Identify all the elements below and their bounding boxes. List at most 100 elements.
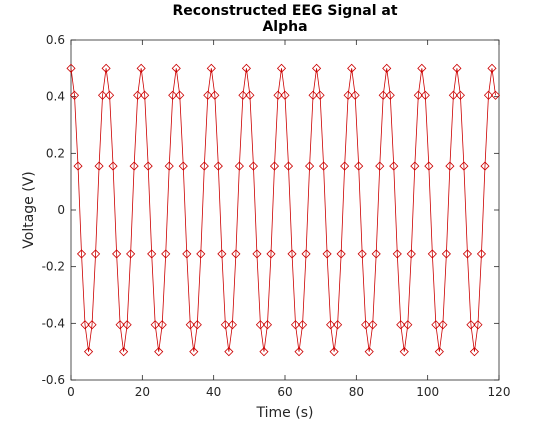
marker xyxy=(410,161,420,171)
marker xyxy=(326,320,336,330)
marker xyxy=(238,90,248,100)
marker xyxy=(350,90,360,100)
marker xyxy=(378,90,388,100)
marker xyxy=(343,90,353,100)
marker xyxy=(375,161,385,171)
marker xyxy=(469,347,479,357)
marker xyxy=(119,347,129,357)
marker xyxy=(280,90,290,100)
marker xyxy=(157,320,167,330)
marker xyxy=(115,320,125,330)
marker xyxy=(438,320,448,330)
y-tick-label: -0.6 xyxy=(42,373,65,387)
marker xyxy=(112,249,122,259)
marker xyxy=(94,161,104,171)
marker xyxy=(248,161,259,171)
marker xyxy=(287,249,297,259)
marker xyxy=(483,90,494,100)
marker xyxy=(301,249,311,259)
marker xyxy=(417,63,427,73)
marker xyxy=(241,63,251,73)
marker xyxy=(389,161,399,171)
marker xyxy=(347,63,357,73)
marker xyxy=(231,249,241,259)
marker xyxy=(178,161,188,171)
y-tick-label: 0.4 xyxy=(46,90,65,104)
marker xyxy=(466,320,476,330)
marker xyxy=(420,90,430,100)
marker xyxy=(161,249,171,259)
marker xyxy=(452,63,462,73)
marker xyxy=(133,90,143,100)
marker xyxy=(476,249,487,259)
marker xyxy=(168,90,178,100)
marker xyxy=(143,161,153,171)
marker xyxy=(445,161,455,171)
marker xyxy=(371,249,381,259)
marker xyxy=(413,90,423,100)
marker xyxy=(220,320,230,330)
marker xyxy=(273,90,283,100)
marker xyxy=(108,161,118,171)
x-axis-label: Time (s) xyxy=(256,405,314,421)
marker xyxy=(266,249,276,259)
marker xyxy=(473,320,483,330)
marker xyxy=(189,347,199,357)
marker xyxy=(290,320,301,330)
marker xyxy=(311,63,322,73)
marker xyxy=(80,320,90,330)
x-tick-label: 80 xyxy=(349,385,364,399)
marker xyxy=(97,90,108,100)
marker xyxy=(196,249,206,259)
marker xyxy=(340,161,350,171)
x-tick-label: 20 xyxy=(135,385,150,399)
marker xyxy=(427,249,437,259)
x-tick-label: 40 xyxy=(206,385,221,399)
marker xyxy=(192,320,202,330)
marker xyxy=(203,90,213,100)
x-tick-label: 0 xyxy=(67,385,75,399)
marker xyxy=(105,90,115,100)
marker xyxy=(329,347,339,357)
marker xyxy=(431,320,441,330)
marker xyxy=(392,249,402,259)
marker xyxy=(480,161,490,171)
y-tick-label: -0.2 xyxy=(42,260,65,274)
marker xyxy=(396,320,406,330)
marker xyxy=(175,90,185,100)
y-tick-label: -0.4 xyxy=(42,316,65,330)
marker xyxy=(185,320,195,330)
marker xyxy=(147,249,157,259)
marker xyxy=(182,249,192,259)
marker xyxy=(308,90,318,100)
marker xyxy=(164,161,174,171)
marker xyxy=(361,320,371,330)
marker xyxy=(459,161,469,171)
marker xyxy=(171,63,181,73)
marker xyxy=(87,320,97,330)
marker xyxy=(336,249,346,259)
marker xyxy=(262,320,273,330)
marker xyxy=(76,249,87,259)
marker xyxy=(140,90,150,100)
marker xyxy=(206,63,216,73)
marker xyxy=(462,249,473,259)
x-tick-label: 100 xyxy=(416,385,439,399)
marker xyxy=(213,161,223,171)
marker xyxy=(368,320,378,330)
marker xyxy=(91,249,101,259)
marker xyxy=(294,347,304,357)
marker xyxy=(490,90,501,100)
marker xyxy=(333,320,343,330)
chart-title: Alpha xyxy=(262,19,307,35)
marker xyxy=(424,161,434,171)
marker xyxy=(434,347,444,357)
marker xyxy=(227,320,237,330)
marker xyxy=(357,249,367,259)
y-axis-label: Voltage (V) xyxy=(21,171,37,248)
marker xyxy=(448,90,458,100)
marker xyxy=(217,249,227,259)
marker xyxy=(382,63,392,73)
